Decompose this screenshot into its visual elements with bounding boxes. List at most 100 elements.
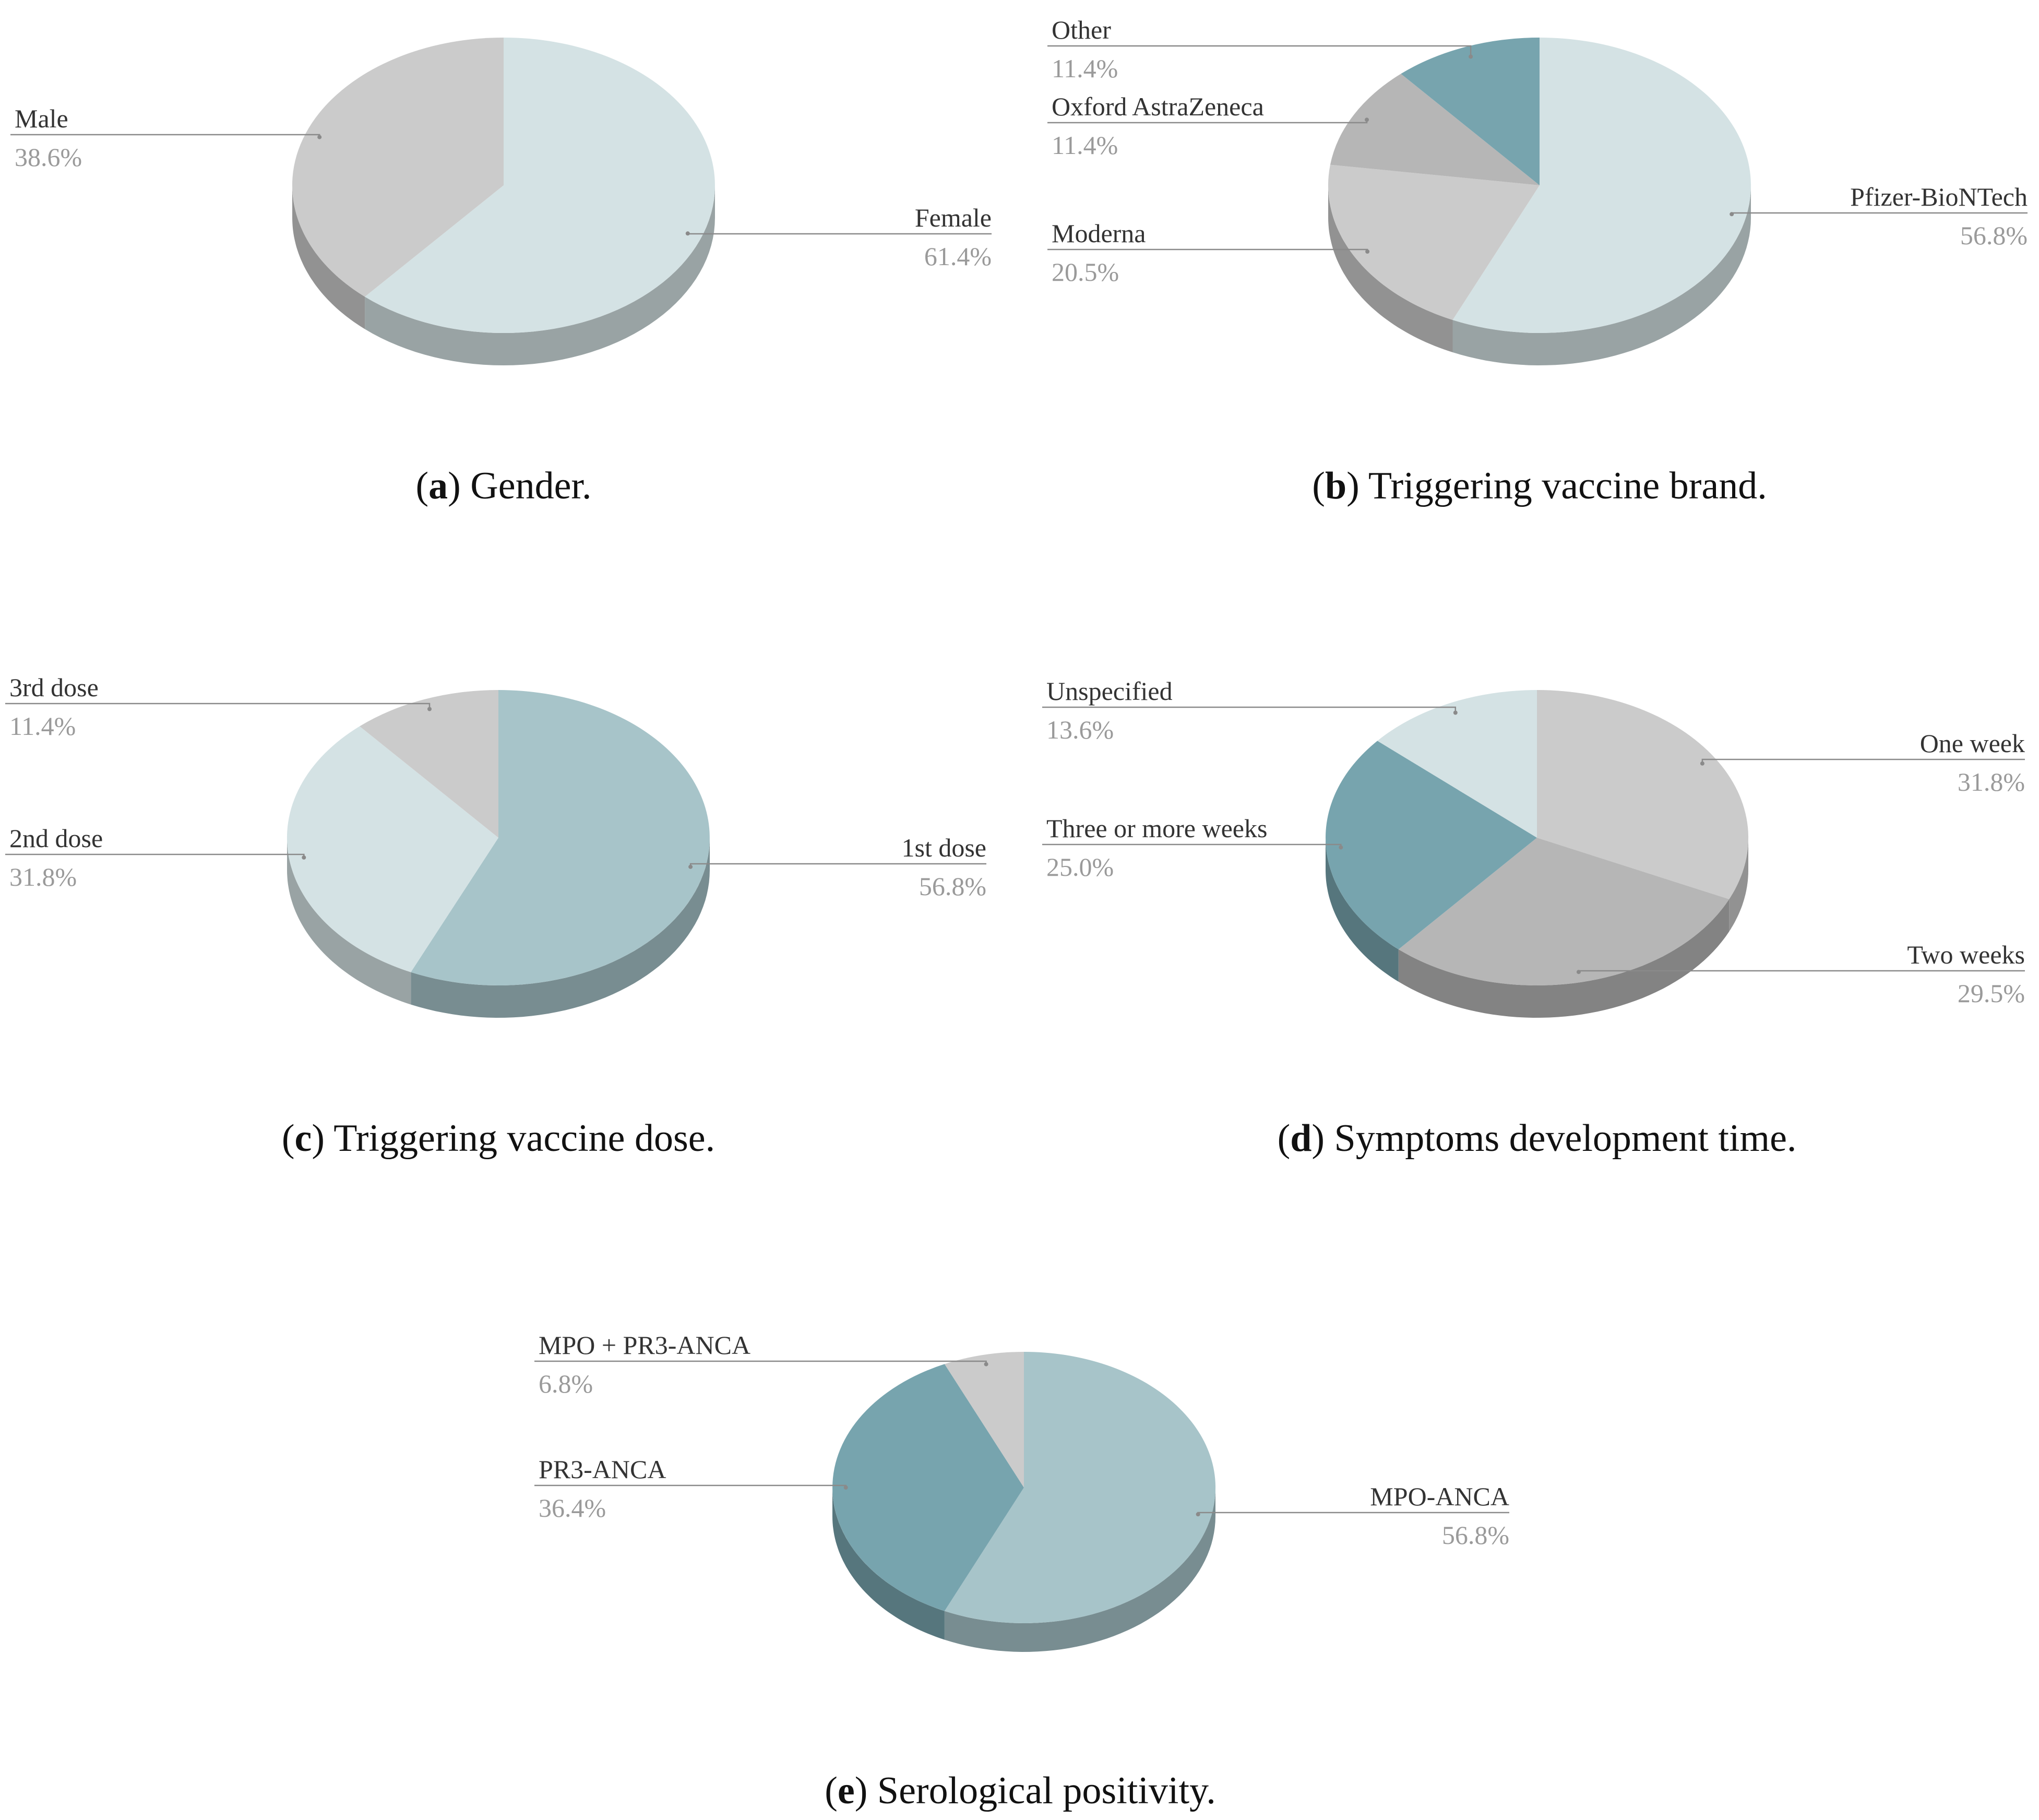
leader-line-unspecified bbox=[1042, 706, 1457, 713]
slice-percent-two-weeks: 29.5% bbox=[1958, 979, 2025, 1008]
leader-line-pr3-anca bbox=[534, 1484, 846, 1488]
slice-label-2nd-dose: 2nd dose bbox=[9, 824, 103, 853]
caption-paren: ) bbox=[1346, 465, 1368, 507]
pie-slice-mpo-anca bbox=[944, 1352, 1216, 1623]
slice-label-one-week: One week bbox=[1920, 729, 2025, 758]
leader-dot-1st-dose bbox=[688, 864, 693, 869]
caption-letter: e bbox=[838, 1769, 855, 1812]
caption-paren: ) bbox=[855, 1769, 877, 1812]
pie-chart-e: MPO-ANCA 56.8% PR3-ANCA 36.4% MPO + PR3-ANCA… bbox=[534, 1330, 1509, 1812]
pie-side-pfizer-biontech bbox=[1452, 185, 1751, 365]
leader-dot-one-week bbox=[1700, 761, 1704, 766]
pie-slice-unspecified bbox=[1377, 690, 1537, 838]
pie-slice-3rd-dose bbox=[360, 690, 498, 838]
pie-slice-two-weeks bbox=[1398, 838, 1730, 986]
leader-dot-female bbox=[685, 231, 690, 236]
pie-side-2nd-dose bbox=[287, 838, 411, 1005]
leader-line-mpo-anca bbox=[1197, 1512, 1509, 1515]
caption-letter: c bbox=[295, 1117, 312, 1160]
caption-b: (b) Triggering vaccine brand. bbox=[1312, 465, 1767, 507]
leader-line-three-or-more-weeks bbox=[1042, 843, 1342, 848]
pie-slice-pr3-anca bbox=[832, 1364, 1024, 1611]
caption-text: Serological positivity. bbox=[877, 1769, 1216, 1812]
slice-label-other: Other bbox=[1052, 15, 1111, 44]
caption-text: Triggering vaccine brand. bbox=[1368, 465, 1767, 507]
slice-label-three-or-more-weeks: Three or more weeks bbox=[1046, 814, 1267, 843]
leader-dot-mpo-pr3-anca bbox=[984, 1362, 988, 1366]
pie-slice-oxford-astrazeneca bbox=[1330, 74, 1540, 185]
leader-dot-other bbox=[1469, 54, 1473, 59]
caption-text: Gender. bbox=[470, 465, 591, 507]
leader-dot-oxford-astrazeneca bbox=[1365, 117, 1369, 122]
slice-percent-1st-dose: 56.8% bbox=[919, 872, 986, 901]
slice-label-oxford-astrazeneca: Oxford AstraZeneca bbox=[1052, 92, 1264, 121]
caption-paren: ( bbox=[282, 1117, 295, 1160]
pie-side-male bbox=[292, 185, 365, 329]
pie-chart-c: 1st dose 56.8% 2nd dose 31.8% 3rd dose 11.4% (… bbox=[5, 673, 986, 1160]
leader-dot-male bbox=[317, 135, 322, 139]
leader-dot-2nd-dose bbox=[302, 855, 306, 860]
pie-side-one-week bbox=[1729, 838, 1748, 932]
pie-side-three-or-more-weeks bbox=[1326, 838, 1399, 982]
caption-a: (a) Gender. bbox=[415, 465, 591, 507]
leader-line-mpo-pr3-anca bbox=[534, 1360, 987, 1364]
slice-label-pr3-anca: PR3-ANCA bbox=[539, 1455, 666, 1484]
slice-label-female: Female bbox=[915, 203, 992, 232]
pie-side-female bbox=[365, 185, 715, 365]
leader-dot-mpo-anca bbox=[1196, 1512, 1200, 1517]
slice-percent-pfizer-biontech: 56.8% bbox=[1960, 221, 2028, 250]
leader-dot-moderna bbox=[1365, 249, 1370, 254]
slice-percent-other: 11.4% bbox=[1052, 54, 1118, 83]
caption-paren: ) bbox=[312, 1117, 333, 1160]
slice-percent-three-or-more-weeks: 25.0% bbox=[1046, 852, 1114, 882]
pie-slice-male bbox=[292, 37, 504, 297]
slice-label-3rd-dose: 3rd dose bbox=[9, 673, 99, 702]
slice-label-mpo-pr3-anca: MPO + PR3-ANCA bbox=[539, 1330, 750, 1360]
pie-slice-one-week bbox=[1537, 690, 1749, 899]
leader-line-3rd-dose bbox=[5, 703, 431, 709]
leader-line-one-week bbox=[1701, 758, 2025, 764]
caption-paren: ) bbox=[448, 465, 470, 507]
pie-side-pr3-anca bbox=[832, 1488, 945, 1640]
pie-side-mpo-anca bbox=[944, 1488, 1215, 1652]
slice-percent-mpo-pr3-anca: 6.8% bbox=[539, 1369, 593, 1398]
caption-paren: ( bbox=[415, 465, 428, 507]
leader-line-pfizer-biontech bbox=[1731, 212, 2028, 215]
caption-c: (c) Triggering vaccine dose. bbox=[282, 1117, 715, 1160]
slice-label-two-weeks: Two weeks bbox=[1907, 940, 2025, 969]
pie-side-1st-dose bbox=[411, 838, 710, 1018]
caption-e: (e) Serological positivity. bbox=[825, 1769, 1215, 1812]
slice-label-pfizer-biontech: Pfizer-BioNTech bbox=[1850, 182, 2028, 211]
pie-slice-other bbox=[1401, 38, 1540, 185]
caption-paren: ( bbox=[1278, 1117, 1291, 1160]
slice-label-moderna: Moderna bbox=[1052, 219, 1146, 248]
pie-side-moderna bbox=[1328, 185, 1453, 352]
caption-letter: d bbox=[1290, 1117, 1311, 1160]
slice-label-unspecified: Unspecified bbox=[1046, 676, 1173, 706]
caption-letter: b bbox=[1325, 465, 1346, 507]
leader-line-other bbox=[1047, 45, 1472, 57]
leader-line-male bbox=[10, 134, 320, 137]
slice-label-1st-dose: 1st dose bbox=[902, 833, 987, 862]
caption-paren: ) bbox=[1311, 1117, 1334, 1160]
pie-slice-mpo-pr3-anca bbox=[944, 1352, 1024, 1488]
pie-side-two-weeks bbox=[1398, 899, 1730, 1018]
slice-percent-oxford-astrazeneca: 11.4% bbox=[1052, 130, 1118, 160]
caption-paren: ( bbox=[825, 1769, 838, 1812]
slice-percent-moderna: 20.5% bbox=[1052, 257, 1119, 287]
leader-dot-unspecified bbox=[1453, 710, 1458, 715]
slice-percent-3rd-dose: 11.4% bbox=[9, 711, 76, 741]
leader-dot-pr3-anca bbox=[843, 1485, 848, 1490]
slice-percent-female: 61.4% bbox=[924, 242, 992, 271]
pie-chart-b: Pfizer-BioNTech 56.8% Moderna 20.5% Oxford A… bbox=[1047, 15, 2028, 507]
leader-line-1st-dose bbox=[689, 863, 986, 867]
pie-slice-2nd-dose bbox=[287, 726, 498, 972]
leader-line-female bbox=[687, 233, 992, 235]
caption-text: Symptoms development time. bbox=[1334, 1117, 1797, 1160]
pie-slice-three-or-more-weeks bbox=[1326, 741, 1537, 949]
caption-letter: a bbox=[428, 465, 448, 507]
leader-line-moderna bbox=[1047, 248, 1368, 252]
leader-dot-pfizer-biontech bbox=[1730, 212, 1734, 217]
slice-percent-one-week: 31.8% bbox=[1958, 767, 2025, 796]
pie-chart-d: One week 31.8% Two weeks 29.5% Three or more… bbox=[1042, 676, 2025, 1160]
